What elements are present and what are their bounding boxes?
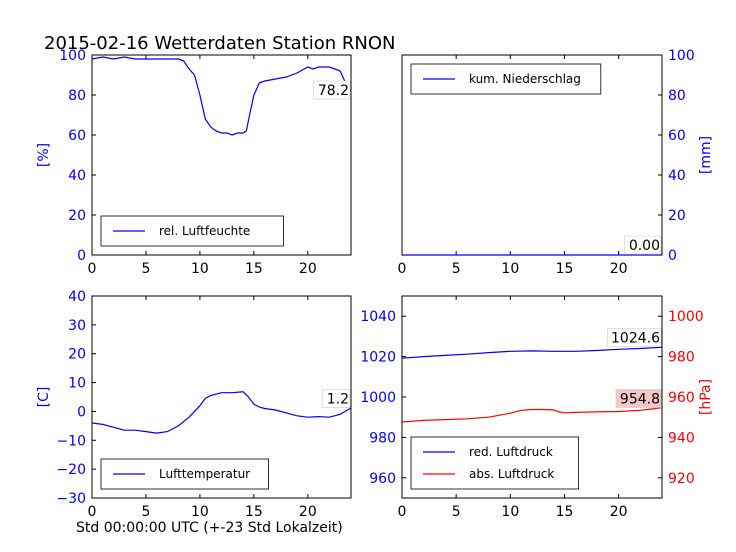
value-label-box xyxy=(321,389,351,408)
y-tick-label: 960 xyxy=(668,390,695,406)
y-tick-label: 0 xyxy=(77,404,86,420)
value-label-box xyxy=(313,80,351,100)
x-axis-label: Std 00:00:00 UTC (+-23 Std Lokalzeit) xyxy=(76,520,343,536)
y-tick-label: 40 xyxy=(668,168,686,184)
y-tick-label: 20 xyxy=(68,208,86,224)
y-tick-label: 960 xyxy=(369,471,396,487)
y-tick-label: 1040 xyxy=(360,309,396,325)
value-label-box xyxy=(615,389,662,408)
y-tick-label: 0 xyxy=(668,248,677,264)
x-tick-label: 20 xyxy=(610,261,628,277)
y-tick-label: 30 xyxy=(68,318,86,334)
value-label: 1024.6 xyxy=(611,330,660,346)
legend-label: rel. Luftfeuchte xyxy=(159,224,250,238)
x-tick-label: 0 xyxy=(398,261,407,277)
value-label-box xyxy=(624,235,662,255)
y-tick-label: −10 xyxy=(56,433,86,449)
x-tick-label: 15 xyxy=(245,261,263,277)
y-tick-label: 40 xyxy=(68,289,86,305)
y-tick-label: 0 xyxy=(77,248,86,264)
value-label: 954.8 xyxy=(620,391,660,407)
y-tick-label: 980 xyxy=(668,350,695,366)
x-tick-label: 15 xyxy=(556,504,574,520)
y-tick-label: 980 xyxy=(369,430,396,446)
series-line xyxy=(91,56,352,136)
x-tick-label: 15 xyxy=(245,504,263,520)
value-label: 78.2 xyxy=(318,83,349,99)
x-tick-label: 0 xyxy=(88,504,97,520)
y-tick-label: 10 xyxy=(68,376,86,392)
legend-label: red. Luftdruck xyxy=(469,445,553,459)
series-line xyxy=(401,346,663,359)
y-tick-label: −20 xyxy=(56,462,86,478)
y-tick-label: 1000 xyxy=(360,390,396,406)
x-tick-label: 0 xyxy=(398,504,407,520)
legend-box xyxy=(410,436,580,490)
x-tick-label: 5 xyxy=(141,261,150,277)
series-line xyxy=(91,391,352,434)
x-tick-label: 5 xyxy=(452,504,461,520)
x-tick-label: 20 xyxy=(299,504,317,520)
y-axis-label: [%] xyxy=(36,143,52,167)
x-tick-label: 10 xyxy=(191,261,209,277)
legend-label: kum. Niederschlag xyxy=(469,72,581,86)
y-tick-label: −30 xyxy=(56,491,86,507)
legend-label: Lufttemperatur xyxy=(159,467,250,481)
panel-precipitation: 0 5 10 15 20 0 20 40 60 80 100 [mm] 0.00 kum. Nieders… xyxy=(398,48,714,277)
legend-label: abs. Luftdruck xyxy=(469,467,554,481)
panel-pressure: 0 5 10 15 20 960 980 1000 1020 1040 920 940 960 980 10… xyxy=(360,295,714,520)
value-label: 0.00 xyxy=(629,238,660,254)
y-tick-label: 1000 xyxy=(668,309,704,325)
y-tick-label: 920 xyxy=(668,471,695,487)
y-tick-label: 1020 xyxy=(360,350,396,366)
value-label: 1.2 xyxy=(327,392,349,408)
y-tick-label: 60 xyxy=(668,128,686,144)
y-tick-label: 940 xyxy=(668,430,695,446)
figure-title: 2015-02-16 Wetterdaten Station RNON xyxy=(44,33,395,54)
series-line xyxy=(401,406,663,423)
y-tick-label: 20 xyxy=(668,208,686,224)
panel-temperature: 0 5 10 15 20 −30 −20 −10 0 10 20 30 40 [C] 1.2 Lufttemp… xyxy=(36,289,352,520)
y-tick-label: 100 xyxy=(59,48,86,64)
y-tick-label: 80 xyxy=(68,88,86,104)
y-axis-label: [hPa] xyxy=(698,379,714,415)
x-tick-label: 20 xyxy=(610,504,628,520)
y-tick-label: 20 xyxy=(68,347,86,363)
x-tick-label: 15 xyxy=(556,261,574,277)
y-tick-label: 40 xyxy=(68,168,86,184)
x-tick-label: 5 xyxy=(452,261,461,277)
x-tick-label: 10 xyxy=(501,261,519,277)
y-tick-label: 100 xyxy=(668,48,695,64)
value-label-box xyxy=(607,327,662,347)
x-tick-label: 0 xyxy=(88,261,97,277)
x-tick-label: 5 xyxy=(141,504,150,520)
x-tick-label: 10 xyxy=(191,504,209,520)
panel-humidity: 0 5 10 15 20 0 20 40 60 80 100 [%] 78.2 rel. Luftfeuc… xyxy=(36,48,352,277)
y-tick-label: 80 xyxy=(668,88,686,104)
y-tick-label: 60 xyxy=(68,128,86,144)
y-axis-label: [C] xyxy=(36,387,52,408)
x-tick-label: 10 xyxy=(501,504,519,520)
x-tick-label: 20 xyxy=(299,261,317,277)
y-axis-label: [mm] xyxy=(698,136,714,174)
